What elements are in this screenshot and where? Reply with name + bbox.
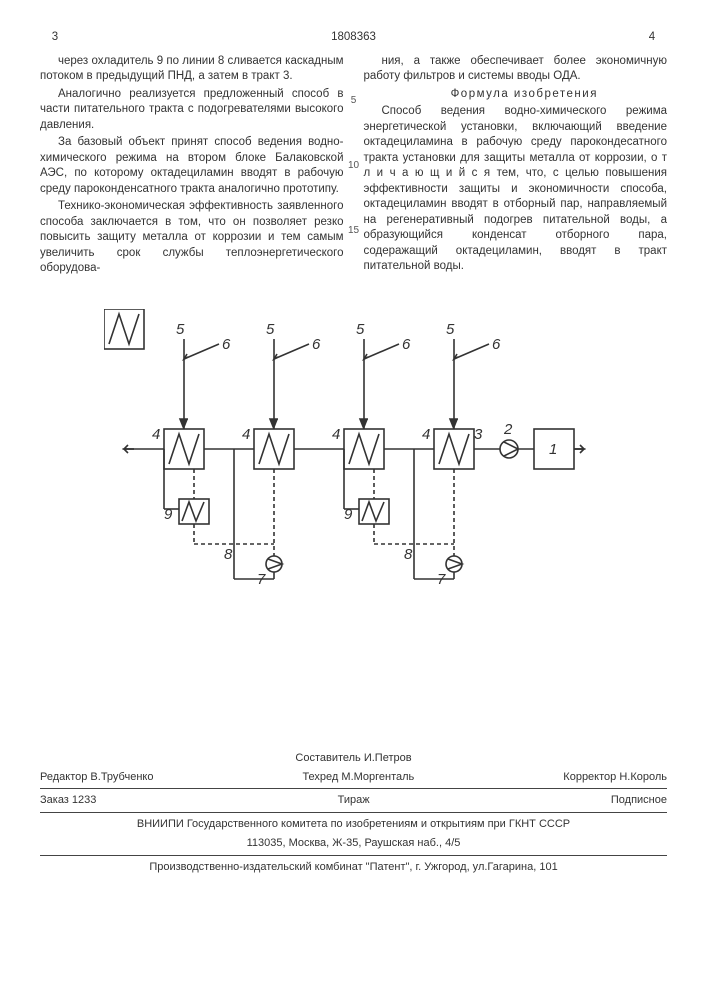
- label-8: 8: [224, 546, 233, 563]
- label-4: 4: [152, 426, 160, 443]
- order-number: Заказ 1233: [40, 793, 96, 808]
- page-header: 3 1808363 4: [40, 30, 667, 46]
- label-3: 3: [474, 426, 483, 443]
- para: За базовый объект принят способ ведения …: [40, 135, 344, 197]
- left-column: через охладитель 9 по линии 8 сливается …: [40, 54, 344, 279]
- corrector: Корректор Н.Король: [563, 770, 667, 785]
- right-column: ния, а также обеспечивает более экономич…: [364, 54, 668, 279]
- para: Способ ведения водно-химического режима …: [364, 104, 668, 275]
- label-8: 8: [404, 546, 413, 563]
- label-6: 6: [222, 336, 231, 353]
- editor: Редактор В.Трубченко: [40, 770, 153, 785]
- label-6: 6: [312, 336, 321, 353]
- label-2: 2: [503, 421, 513, 438]
- label-7: 7: [437, 571, 446, 588]
- line-number: 5: [351, 94, 357, 108]
- page-num-right: 4: [637, 30, 667, 46]
- claim-title: Формула изобретения: [364, 87, 668, 103]
- label-7: 7: [257, 571, 266, 588]
- label-5: 5: [446, 321, 455, 338]
- label-5: 5: [356, 321, 365, 338]
- para: ния, а также обеспечивает более экономич…: [364, 54, 668, 85]
- label-4: 4: [422, 426, 430, 443]
- label-6: 6: [402, 336, 411, 353]
- publisher-address: 113035, Москва, Ж-35, Раушская наб., 4/5: [40, 834, 667, 853]
- subscription: Подписное: [611, 793, 667, 808]
- footer: Составитель И.Петров Редактор В.Трубченк…: [40, 749, 667, 877]
- line-number: 10: [348, 159, 359, 173]
- page-num-left: 3: [40, 30, 70, 46]
- publisher-org: ВНИИПИ Государственного комитета по изоб…: [40, 815, 667, 834]
- techred: Техред М.Моргенталь: [302, 770, 414, 785]
- para: Аналогично реализуется предложенный спос…: [40, 87, 344, 134]
- tirage: Тираж: [338, 793, 370, 808]
- label-4: 4: [332, 426, 340, 443]
- label-5: 5: [176, 321, 185, 338]
- schematic-diagram: 1 2 3 4 4 4 4 5 6 5 6: [104, 309, 604, 599]
- line-number: 15: [348, 224, 359, 238]
- label-4: 4: [242, 426, 250, 443]
- compiler: Составитель И.Петров: [40, 749, 667, 768]
- para: через охладитель 9 по линии 8 сливается …: [40, 54, 344, 85]
- printer: Производственно-издательский комбинат "П…: [40, 858, 667, 877]
- label-1: 1: [549, 441, 557, 458]
- label-6: 6: [492, 336, 501, 353]
- document-number: 1808363: [70, 30, 637, 46]
- label-5: 5: [266, 321, 275, 338]
- para: Технико-экономическая эффективность заяв…: [40, 199, 344, 277]
